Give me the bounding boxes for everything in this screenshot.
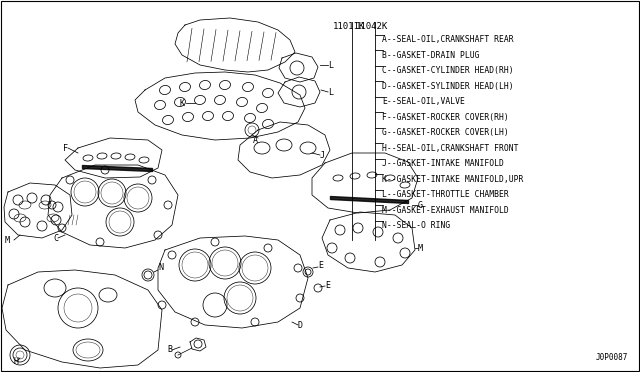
Text: J0P0087: J0P0087: [596, 353, 628, 362]
Text: K: K: [180, 99, 185, 108]
Text: L: L: [328, 61, 333, 70]
Text: B: B: [167, 346, 172, 355]
Text: G: G: [418, 201, 423, 209]
Text: M: M: [5, 235, 10, 244]
Text: L: L: [328, 87, 333, 96]
Text: G--GASKET-ROCKER COVER(LH): G--GASKET-ROCKER COVER(LH): [382, 128, 509, 137]
Text: J: J: [320, 151, 325, 160]
Text: N: N: [158, 263, 163, 273]
Text: D: D: [298, 321, 303, 330]
Text: E: E: [318, 260, 323, 269]
Text: A--SEAL-OIL,CRANKSHAFT REAR: A--SEAL-OIL,CRANKSHAFT REAR: [382, 35, 514, 44]
Text: E: E: [325, 280, 330, 289]
Text: B--GASKET-DRAIN PLUG: B--GASKET-DRAIN PLUG: [382, 51, 479, 60]
Text: D--GASKET-SYLINDER HEAD(LH): D--GASKET-SYLINDER HEAD(LH): [382, 81, 514, 90]
Text: F--GASKET-ROCKER COVER(RH): F--GASKET-ROCKER COVER(RH): [382, 112, 509, 122]
Text: H: H: [13, 357, 18, 366]
Text: A: A: [253, 135, 258, 144]
Text: 11011K: 11011K: [333, 22, 365, 31]
Text: K--GASKET-INTAKE MANIFOLD,UPR: K--GASKET-INTAKE MANIFOLD,UPR: [382, 174, 524, 183]
Text: M--GASKET-EXHAUST MANIFOLD: M--GASKET-EXHAUST MANIFOLD: [382, 205, 509, 215]
Text: C: C: [53, 234, 58, 243]
Text: J--GASKET-INTAKE MANIFOLD: J--GASKET-INTAKE MANIFOLD: [382, 159, 504, 168]
Text: N--SEAL-O RING: N--SEAL-O RING: [382, 221, 451, 230]
Text: M: M: [418, 244, 423, 253]
Text: H--SEAL-OIL,CRANKSHAFT FRONT: H--SEAL-OIL,CRANKSHAFT FRONT: [382, 144, 518, 153]
Text: L--GASKET-THROTTLE CHAMBER: L--GASKET-THROTTLE CHAMBER: [382, 190, 509, 199]
Text: F: F: [63, 144, 68, 153]
Text: C--GASKET-CYLINDER HEAD(RH): C--GASKET-CYLINDER HEAD(RH): [382, 66, 514, 75]
Text: E--SEAL-OIL,VALVE: E--SEAL-OIL,VALVE: [382, 97, 465, 106]
Text: 11042K: 11042K: [356, 22, 388, 31]
